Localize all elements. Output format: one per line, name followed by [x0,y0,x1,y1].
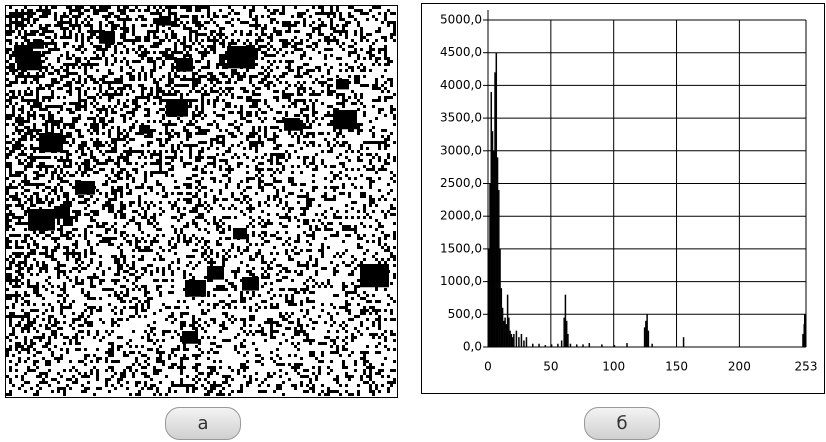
bar [523,340,525,347]
y-tick-label: 3500,0 [440,111,482,125]
bar [569,343,572,347]
y-tick-label: 2000,0 [440,209,482,223]
bar [575,344,578,347]
panel-label: б [616,413,627,434]
y-tick-label: 4000,0 [440,78,482,92]
bar [520,333,523,347]
bar [613,345,616,347]
x-tick-label: 50 [543,360,558,374]
y-tick-label: 500,0 [448,307,482,321]
bar [490,91,493,347]
bar [515,330,518,347]
bar [651,343,653,347]
bar [518,337,520,347]
bar [560,340,563,347]
bar [525,337,528,347]
noise-image [6,6,396,396]
y-tick-label: 1500,0 [440,241,482,255]
bar [498,190,500,347]
bar [682,337,685,347]
bar [647,330,650,347]
bar [501,307,504,347]
chart-frame [421,3,825,394]
bar [504,317,506,347]
y-tick-label: 4500,0 [440,45,482,59]
bar [626,343,628,347]
bar [531,343,534,347]
y-tick-label: 2500,0 [440,176,482,190]
bar [488,248,490,347]
bar [496,157,499,347]
bar [493,150,495,347]
bar [646,314,648,347]
y-tick-label: 3000,0 [440,143,482,157]
x-tick-label: 150 [665,360,688,374]
bar [510,333,513,347]
y-tick-label: 5000,0 [440,13,482,27]
bar [802,333,804,347]
bar [538,343,540,347]
bar [565,320,568,347]
bar [505,324,508,347]
bar [804,327,806,347]
bar [495,52,498,347]
bar [500,288,503,347]
bar [601,344,603,347]
bar [557,343,559,347]
panel-label: а [197,413,208,434]
bar [550,344,553,347]
bar [489,183,491,347]
bar [513,333,515,347]
bar [508,317,510,347]
bar [509,330,511,347]
bar [645,320,647,347]
bar [588,343,591,347]
bar [494,72,496,347]
bar [544,345,547,347]
bar [582,344,584,347]
bar [511,337,514,347]
bar [643,327,646,347]
label-button [165,407,241,440]
bar [491,131,494,347]
x-tick-label: 0 [484,360,492,374]
y-tick-label: 1000,0 [440,274,482,288]
x-tick-label: 100 [602,360,625,374]
bar [499,248,501,347]
bar [506,294,509,347]
x-tick-label: 200 [728,360,751,374]
x-tick-label: 253 [795,360,818,374]
y-tick-label: 0,0 [463,340,482,354]
label-button [584,407,660,440]
bar [563,317,565,347]
bar [567,333,569,347]
bar [564,294,567,347]
bar [503,320,505,347]
